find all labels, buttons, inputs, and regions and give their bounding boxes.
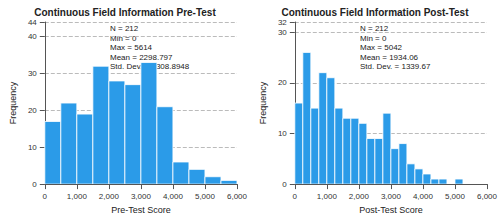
svg-text:30: 30 [278,28,287,37]
svg-text:Max = 5042: Max = 5042 [360,43,403,52]
svg-text:3,000: 3,000 [381,192,402,201]
svg-text:0: 0 [293,192,298,201]
svg-text:0: 0 [32,180,37,189]
svg-text:Min = 0: Min = 0 [360,34,387,43]
svg-text:6,000: 6,000 [477,192,498,201]
svg-text:10: 10 [278,129,287,138]
svg-text:40: 40 [28,32,37,41]
svg-text:6,000: 6,000 [227,192,248,201]
svg-text:44: 44 [28,18,37,27]
svg-text:1,000: 1,000 [67,192,88,201]
svg-text:Frequency: Frequency [8,81,18,124]
svg-text:20: 20 [278,78,287,87]
svg-text:Frequency: Frequency [258,81,268,124]
svg-text:Min = 0: Min = 0 [110,34,137,43]
svg-text:Max = 5614: Max = 5614 [110,43,153,52]
svg-text:Continuous Field Information P: Continuous Field Information Post-Test [281,7,469,18]
svg-text:30: 30 [28,69,37,78]
svg-text:N = 212: N = 212 [360,24,389,33]
svg-text:Post-Test Score: Post-Test Score [359,205,423,215]
svg-text:3,000: 3,000 [131,192,152,201]
svg-text:Mean = 2298.797: Mean = 2298.797 [110,53,173,62]
svg-text:Continuous Field Information P: Continuous Field Information Pre-Test [34,7,216,18]
svg-text:20: 20 [28,106,37,115]
svg-text:2,000: 2,000 [99,192,120,201]
svg-text:5,000: 5,000 [195,192,216,201]
svg-text:10: 10 [28,143,37,152]
svg-text:Std. Dev. = 1339.67: Std. Dev. = 1339.67 [360,62,431,71]
svg-text:5,000: 5,000 [445,192,466,201]
svg-text:Pre-Test Score: Pre-Test Score [111,205,171,215]
svg-text:4,000: 4,000 [413,192,434,201]
svg-text:Std. Dev. = 1308.8948: Std. Dev. = 1308.8948 [110,62,190,72]
svg-text:1,000: 1,000 [317,192,338,201]
svg-text:0: 0 [282,180,287,189]
svg-text:0: 0 [43,192,48,201]
svg-text:N = 212: N = 212 [110,24,139,33]
svg-text:2,000: 2,000 [349,192,370,201]
svg-text:Mean = 1934.06: Mean = 1934.06 [360,53,419,62]
svg-text:32: 32 [278,18,287,27]
svg-text:4,000: 4,000 [163,192,184,201]
